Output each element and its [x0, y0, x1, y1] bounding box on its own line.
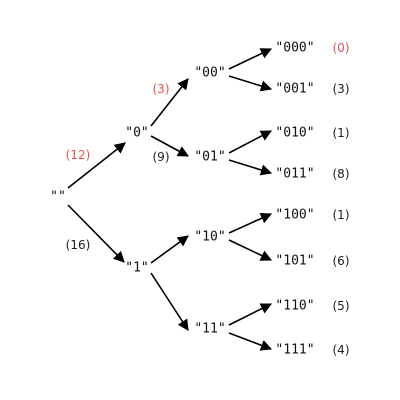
edge-n11-n110 — [228, 303, 273, 326]
edge-count-n01: (9) — [153, 150, 170, 164]
node-n00: "00" — [194, 66, 225, 81]
edge-n0-n01 — [150, 135, 189, 157]
leaf-n110: "110" — [275, 299, 314, 314]
leaf-n010: "010" — [275, 126, 314, 141]
edge-n00-n001 — [228, 75, 273, 92]
leaf-count-n100: (1) — [333, 208, 350, 222]
leaf-n000: "000" — [275, 41, 314, 56]
edge-n10-n100 — [228, 213, 273, 234]
leaf-count-n011: (8) — [333, 167, 350, 181]
leaf-count-n101: (6) — [333, 254, 350, 268]
edge-count-n0: (12) — [66, 148, 91, 162]
edge-n01-n011 — [228, 159, 273, 176]
edge-n00-n000 — [228, 48, 273, 70]
node-n0: "0" — [125, 126, 148, 141]
edge-root-n1 — [67, 204, 125, 263]
node-n11: "11" — [194, 322, 225, 337]
edge-n10-n101 — [228, 239, 273, 261]
edge-n1-n11 — [150, 272, 189, 331]
edge-n11-n111 — [228, 332, 273, 351]
leaf-count-n110: (5) — [333, 299, 350, 313]
leaf-count-n010: (1) — [333, 126, 350, 140]
node-n01: "01" — [194, 150, 225, 165]
node-root: "" — [50, 190, 66, 205]
edge-count-n00: (3) — [153, 82, 170, 96]
leaf-n001: "001" — [275, 82, 314, 97]
leaf-count-n000: (0) — [333, 41, 350, 55]
tree-edges — [67, 48, 273, 351]
edge-n1-n10 — [150, 235, 189, 264]
leaf-n101: "101" — [275, 254, 314, 269]
leaf-n011: "011" — [275, 167, 314, 182]
leaf-n100: "100" — [275, 208, 314, 223]
tree-labels: "" "0" (12) "1" (16) "00" (3) "01" (9) "10" "11" "0… — [50, 41, 349, 358]
edge-root-n0 — [67, 142, 126, 189]
leaf-count-n001: (3) — [333, 82, 350, 96]
edge-n01-n010 — [228, 130, 272, 154]
leaf-count-n111: (4) — [333, 343, 350, 357]
node-n1: "1" — [125, 261, 148, 276]
node-n10: "10" — [194, 230, 225, 245]
leaf-n111: "111" — [275, 343, 314, 358]
edge-n0-n00 — [150, 78, 189, 127]
edge-count-n1: (16) — [66, 238, 91, 252]
